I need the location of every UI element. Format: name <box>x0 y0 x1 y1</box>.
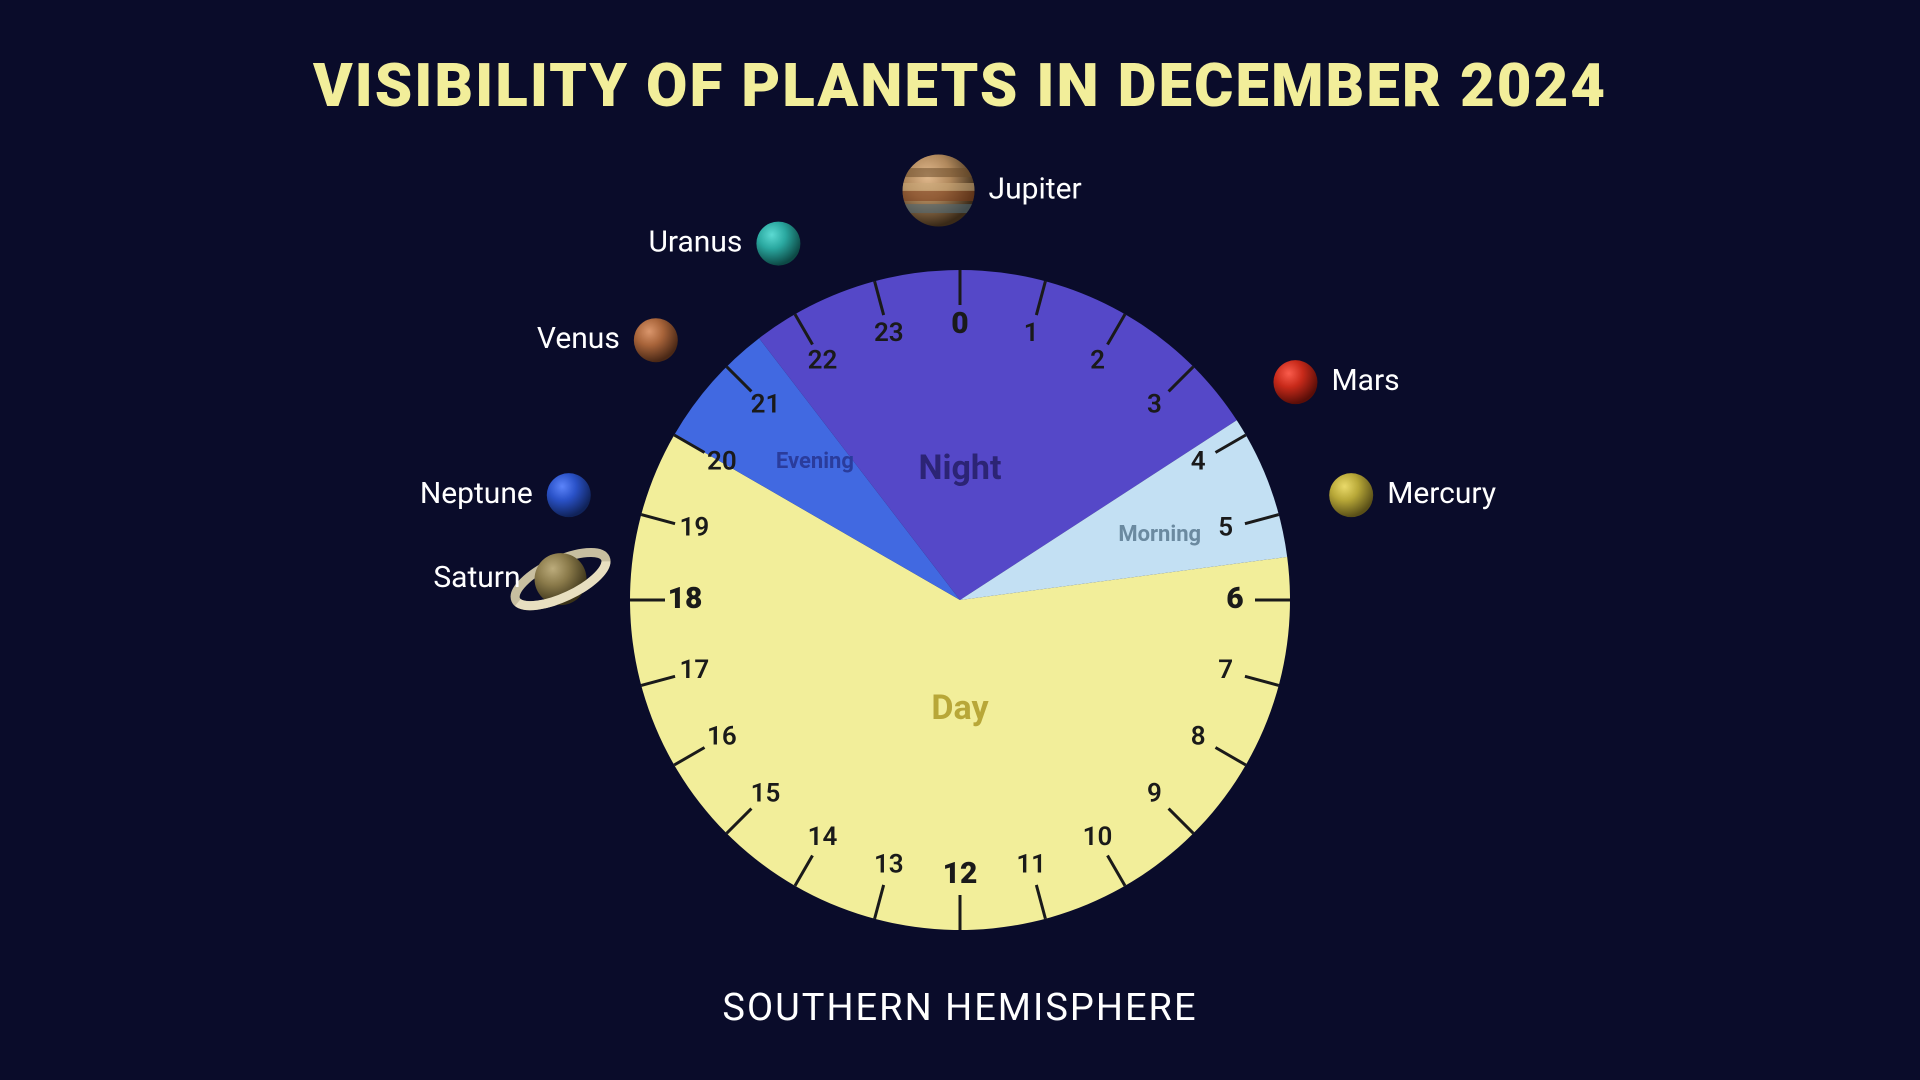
segment-label-night: Night <box>919 448 1002 488</box>
hour-label-14: 14 <box>808 822 838 852</box>
planet-label-saturn: Saturn <box>433 560 520 595</box>
planet-mercury: Mercury <box>1329 473 1496 517</box>
hour-label-2: 2 <box>1090 346 1105 376</box>
segment-label-day: Day <box>931 688 989 728</box>
planet-saturn: Saturn <box>433 542 613 617</box>
hour-label-0: 0 <box>951 306 968 341</box>
planet-uranus: Uranus <box>648 222 800 266</box>
hour-label-13: 13 <box>874 850 904 880</box>
hour-label-7: 7 <box>1218 655 1233 685</box>
hour-label-12: 12 <box>943 856 978 891</box>
hour-label-20: 20 <box>707 446 737 476</box>
hour-label-17: 17 <box>680 655 710 685</box>
hour-label-4: 4 <box>1191 446 1206 476</box>
hour-label-6: 6 <box>1226 581 1243 616</box>
planet-label-neptune: Neptune <box>420 476 533 511</box>
hour-label-3: 3 <box>1147 389 1162 419</box>
hour-label-23: 23 <box>874 318 904 348</box>
segment-label-evening: Evening <box>776 449 854 474</box>
hour-label-1: 1 <box>1024 318 1039 348</box>
visibility-clock-chart: DayEveningNightMorning012345678910111213… <box>0 0 1920 1080</box>
planet-label-mars: Mars <box>1331 363 1399 398</box>
hour-label-21: 21 <box>751 389 781 419</box>
hour-label-18: 18 <box>668 581 703 616</box>
hour-label-19: 19 <box>680 513 710 543</box>
planet-label-venus: Venus <box>537 321 620 356</box>
hour-label-5: 5 <box>1218 513 1233 543</box>
hour-label-8: 8 <box>1191 721 1206 751</box>
hour-label-10: 10 <box>1083 822 1113 852</box>
planet-neptune: Neptune <box>420 473 591 517</box>
hour-label-9: 9 <box>1147 778 1162 808</box>
hour-label-16: 16 <box>707 721 737 751</box>
planet-venus: Venus <box>537 318 678 362</box>
hour-label-22: 22 <box>808 346 838 376</box>
hour-label-15: 15 <box>751 778 781 808</box>
hour-label-11: 11 <box>1016 850 1046 880</box>
planet-label-uranus: Uranus <box>648 225 742 260</box>
planet-label-jupiter: Jupiter <box>989 171 1082 206</box>
segment-label-morning: Morning <box>1118 522 1201 547</box>
planet-jupiter: Jupiter <box>903 155 1082 227</box>
planet-label-mercury: Mercury <box>1387 476 1496 511</box>
planet-mars: Mars <box>1273 360 1399 404</box>
